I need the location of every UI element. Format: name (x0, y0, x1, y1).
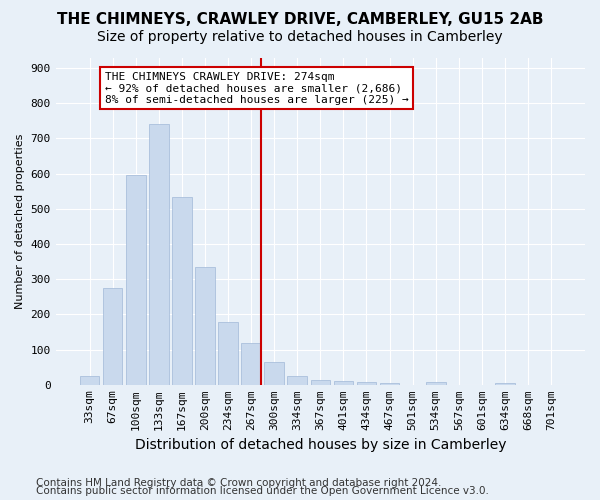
Bar (311, 380, 330, 385)
Bar (218, 322, 238, 385)
Bar (103, 288, 122, 385)
Bar (126, 176, 146, 385)
Text: THE CHIMNEYS, CRAWLEY DRIVE, CAMBERLEY, GU15 2AB: THE CHIMNEYS, CRAWLEY DRIVE, CAMBERLEY, … (57, 12, 543, 28)
Bar (380, 383, 400, 385)
Bar (265, 362, 284, 385)
Bar (495, 383, 515, 385)
Bar (426, 382, 446, 385)
Text: Contains HM Land Registry data © Crown copyright and database right 2024.: Contains HM Land Registry data © Crown c… (36, 478, 442, 488)
Text: Contains public sector information licensed under the Open Government Licence v3: Contains public sector information licen… (36, 486, 489, 496)
X-axis label: Distribution of detached houses by size in Camberley: Distribution of detached houses by size … (134, 438, 506, 452)
Bar (149, 124, 169, 385)
Text: Size of property relative to detached houses in Camberley: Size of property relative to detached ho… (97, 30, 503, 44)
Bar (172, 196, 191, 385)
Bar (80, 376, 100, 385)
Bar (287, 376, 307, 385)
Y-axis label: Number of detached properties: Number of detached properties (15, 134, 25, 309)
Text: THE CHIMNEYS CRAWLEY DRIVE: 274sqm
← 92% of detached houses are smaller (2,686)
: THE CHIMNEYS CRAWLEY DRIVE: 274sqm ← 92%… (104, 72, 408, 105)
Bar (241, 342, 261, 385)
Bar (334, 380, 353, 385)
Bar (195, 267, 215, 385)
Bar (356, 382, 376, 385)
